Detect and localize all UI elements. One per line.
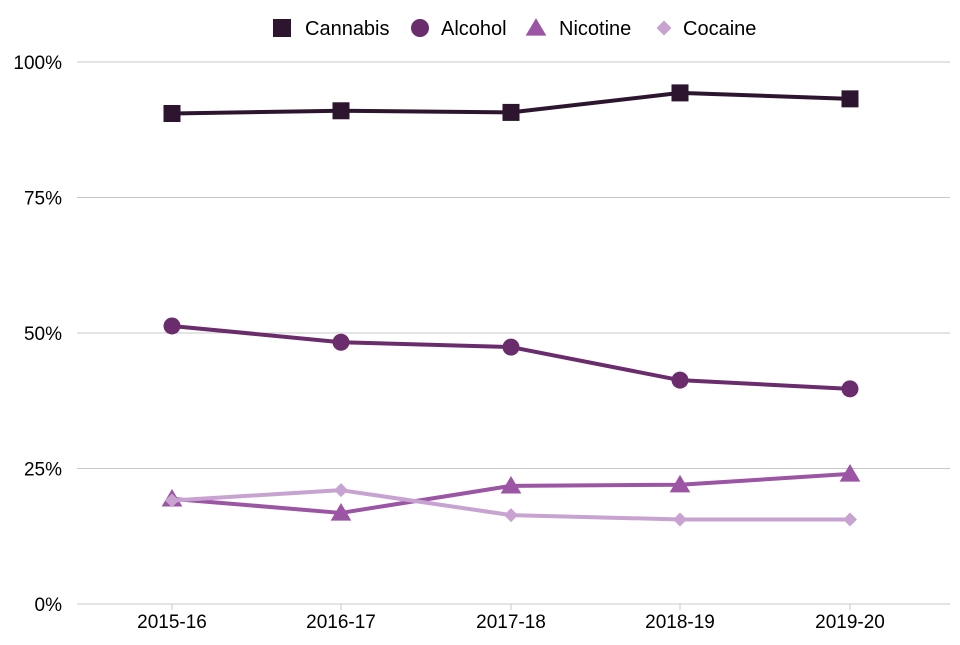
data-point-cocaine <box>673 512 687 527</box>
legend-item-cannabis: Cannabis <box>273 18 390 40</box>
legend-marker-triangle <box>525 18 547 36</box>
x-tick-label: 2017-18 <box>476 612 546 633</box>
y-tick-label: 75% <box>24 189 62 210</box>
data-point-cannabis <box>502 103 520 121</box>
data-point-nicotine <box>669 474 691 493</box>
data-point-cannabis <box>841 90 859 108</box>
series-cocaine <box>165 483 857 527</box>
data-point-alcohol <box>841 380 859 398</box>
data-point-nicotine <box>500 475 522 494</box>
data-point-alcohol <box>502 338 520 356</box>
legend-label: Cannabis <box>305 18 390 40</box>
y-tick-label: 100% <box>13 53 62 74</box>
y-tick-label: 50% <box>24 324 62 345</box>
data-point-cocaine <box>843 512 857 527</box>
legend-label: Alcohol <box>441 18 507 40</box>
legend-item-alcohol: Alcohol <box>411 18 507 40</box>
legend-item-cocaine: Cocaine <box>656 18 756 40</box>
legend-marker-diamond <box>656 20 672 36</box>
series-cannabis <box>163 84 859 122</box>
series-group <box>161 84 861 527</box>
data-point-alcohol <box>332 333 350 351</box>
data-point-cannabis <box>163 104 181 122</box>
legend: Cannabis Alcohol Nicotine Cocaine <box>273 18 756 40</box>
data-point-nicotine <box>330 503 352 521</box>
legend-item-nicotine: Nicotine <box>525 18 631 40</box>
x-tick-label: 2019-20 <box>815 612 885 633</box>
legend-marker-square <box>273 19 291 37</box>
data-point-nicotine <box>839 464 861 482</box>
data-point-alcohol <box>163 317 181 335</box>
x-tick-label: 2018-19 <box>645 612 715 633</box>
data-point-alcohol <box>671 371 689 389</box>
axes: 0% 25% 50% 75% 100% 2015-16 2016-17 2017-18 2018… <box>13 53 950 633</box>
legend-label: Cocaine <box>683 18 756 40</box>
data-point-cannabis <box>332 102 350 120</box>
grid-lines <box>77 61 950 469</box>
y-tick-label: 0% <box>35 595 63 616</box>
data-point-cocaine <box>334 483 348 498</box>
y-tick-label: 25% <box>24 460 62 481</box>
x-tick-label: 2016-17 <box>306 612 376 633</box>
legend-marker-circle <box>411 19 429 37</box>
series-alcohol <box>163 317 859 398</box>
data-point-cocaine <box>504 508 518 523</box>
x-tick-label: 2015-16 <box>137 612 207 633</box>
series-line-alcohol <box>171 323 851 391</box>
data-point-cocaine <box>165 493 179 508</box>
data-point-cannabis <box>671 84 689 102</box>
legend-label: Nicotine <box>559 18 631 40</box>
